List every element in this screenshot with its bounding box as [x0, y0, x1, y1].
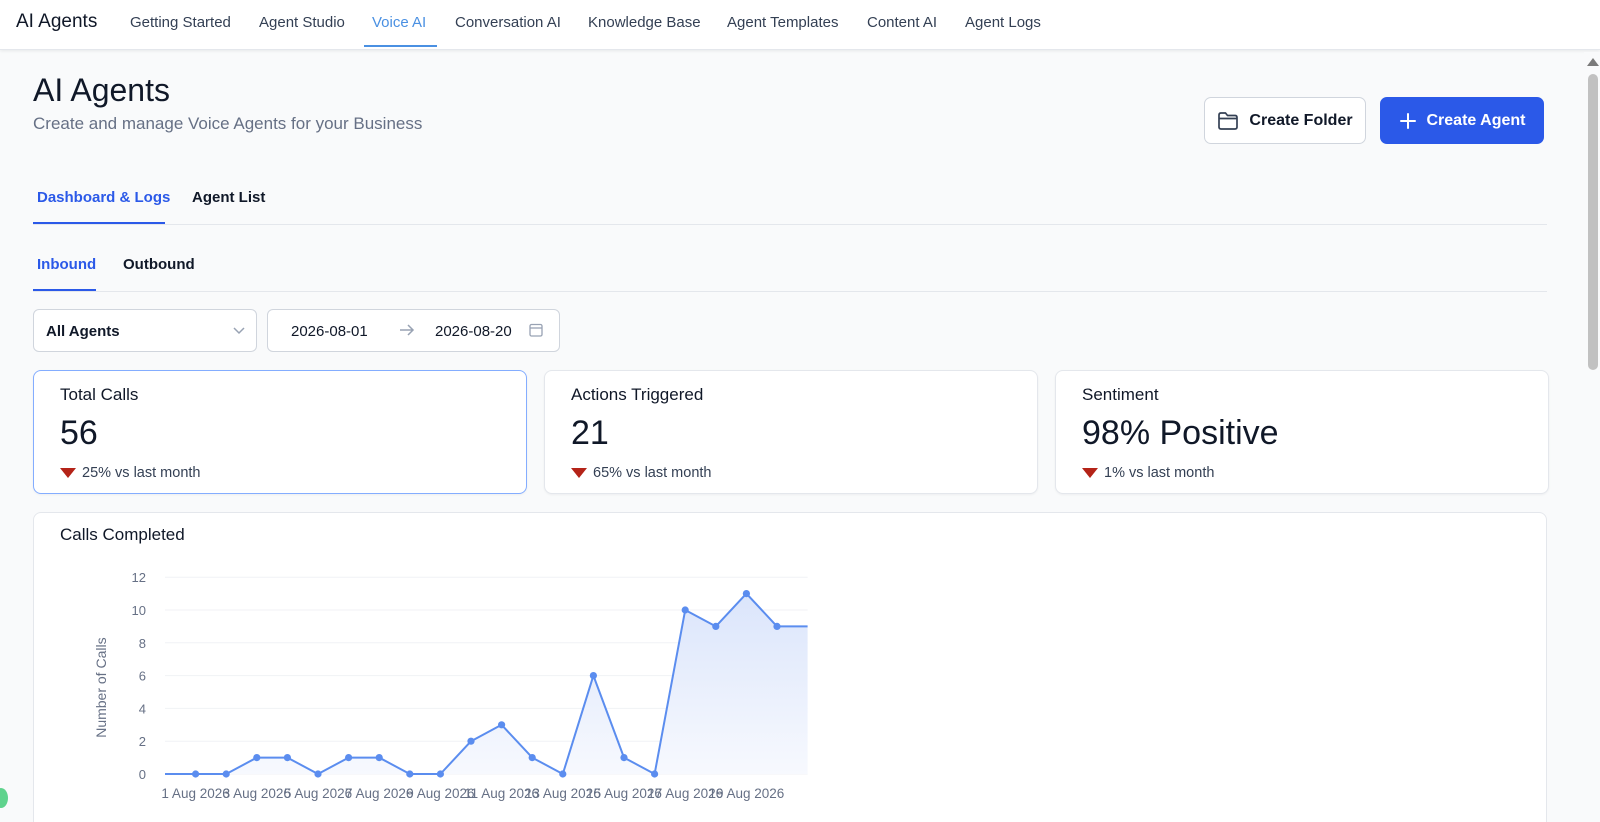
- create-folder-button[interactable]: Create Folder: [1204, 97, 1366, 144]
- top-nav: AI Agents Getting Started Agent Studio V…: [0, 0, 1600, 50]
- date-start[interactable]: 2026-08-01: [291, 323, 368, 340]
- nav-item-content-ai[interactable]: Content AI: [867, 14, 938, 31]
- create-agent-label: Create Agent: [1426, 111, 1526, 129]
- subtabs-divider: [33, 291, 1547, 292]
- trend-down-icon: [571, 468, 587, 478]
- data-point: [651, 770, 659, 778]
- arrow-right-icon: [399, 323, 415, 342]
- series-area: [165, 593, 808, 774]
- data-point: [620, 754, 628, 762]
- x-tick-label: 15 Aug 2026: [586, 786, 662, 801]
- stat-value: 21: [571, 414, 609, 452]
- stat-card-actions-triggered[interactable]: Actions Triggered 21 65% vs last month: [544, 370, 1038, 494]
- y-tick-label: 8: [139, 636, 146, 651]
- scrollbar-thumb[interactable]: [1588, 74, 1598, 370]
- data-point: [314, 770, 322, 778]
- tab-dashboard-logs[interactable]: Dashboard & Logs: [37, 189, 171, 206]
- y-tick-label: 2: [139, 734, 146, 749]
- data-point: [283, 754, 291, 762]
- x-tick-label: 1 Aug 2026: [161, 786, 229, 801]
- stat-delta-text: 25% vs last month: [82, 465, 201, 481]
- page-subtitle: Create and manage Voice Agents for your …: [33, 114, 423, 133]
- create-agent-button[interactable]: Create Agent: [1380, 97, 1544, 144]
- data-point: [345, 754, 353, 762]
- data-point: [681, 606, 689, 614]
- nav-item-getting-started[interactable]: Getting Started: [130, 14, 231, 31]
- x-tick-label: 17 Aug 2026: [647, 786, 723, 801]
- nav-item-conversation-ai[interactable]: Conversation AI: [455, 14, 561, 31]
- nav-active-indicator: [364, 45, 437, 47]
- stat-label: Total Calls: [60, 385, 139, 404]
- date-end[interactable]: 2026-08-20: [435, 323, 512, 340]
- chevron-down-icon: [232, 323, 246, 342]
- data-point: [467, 737, 475, 745]
- x-tick-label: 19 Aug 2026: [708, 786, 784, 801]
- stat-delta-text: 65% vs last month: [593, 465, 712, 481]
- stat-label: Actions Triggered: [571, 385, 704, 404]
- nav-item-agent-logs[interactable]: Agent Logs: [965, 14, 1041, 31]
- nav-item-agent-studio[interactable]: Agent Studio: [259, 14, 345, 31]
- agent-select[interactable]: All Agents: [33, 309, 257, 352]
- y-tick-label: 10: [132, 603, 146, 618]
- stat-delta: 65% vs last month: [571, 465, 711, 481]
- stat-delta-text: 1% vs last month: [1104, 465, 1215, 481]
- stat-value: 56: [60, 414, 98, 452]
- tab-agent-list[interactable]: Agent List: [192, 189, 266, 206]
- y-tick-label: 6: [139, 669, 146, 684]
- data-point: [222, 770, 230, 778]
- series-line: [165, 592, 808, 775]
- data-point: [742, 590, 751, 598]
- data-point: [559, 770, 567, 778]
- folder-icon: [1217, 111, 1239, 131]
- y-tick-label: 0: [139, 767, 146, 782]
- stat-delta: 1% vs last month: [1082, 465, 1214, 481]
- tab-dashboard-underline: [33, 222, 165, 224]
- tab-inbound-underline: [33, 289, 96, 291]
- data-point: [375, 754, 383, 762]
- y-axis-label: Number of Calls: [93, 637, 109, 737]
- x-tick-label: 5 Aug 2026: [284, 786, 352, 801]
- chart-title: Calls Completed: [60, 525, 185, 544]
- tab-inbound[interactable]: Inbound: [37, 256, 97, 273]
- status-indicator: [0, 788, 8, 808]
- tabs-divider: [33, 224, 1547, 225]
- data-point: [773, 622, 781, 630]
- data-point: [436, 770, 444, 778]
- x-tick-label: 13 Aug 2026: [525, 786, 601, 801]
- calls-completed-chart-card: Calls Completed 0 2 4 6 8 10 12 Number of Calls…: [33, 512, 1547, 822]
- nav-item-knowledge-base[interactable]: Knowledge Base: [588, 14, 701, 31]
- data-point: [712, 622, 720, 630]
- trend-down-icon: [60, 468, 76, 478]
- data-point: [406, 770, 414, 778]
- app-brand: AI Agents: [16, 11, 98, 32]
- stat-label: Sentiment: [1082, 385, 1159, 404]
- x-tick-label: 3 Aug 2026: [223, 786, 291, 801]
- data-point: [192, 770, 200, 778]
- x-tick-label: 11 Aug 2026: [464, 786, 539, 801]
- data-point: [589, 672, 598, 680]
- scroll-up-arrow-icon[interactable]: [1587, 58, 1599, 66]
- page-title: AI Agents: [33, 72, 170, 108]
- create-folder-label: Create Folder: [1249, 111, 1353, 129]
- stat-card-total-calls[interactable]: Total Calls 56 25% vs last month: [33, 370, 527, 494]
- plus-icon: [1399, 112, 1417, 130]
- nav-item-agent-templates[interactable]: Agent Templates: [727, 14, 839, 31]
- y-tick-label: 12: [132, 570, 146, 585]
- calendar-icon: [529, 323, 543, 342]
- y-tick-label: 4: [139, 701, 146, 716]
- data-point: [253, 754, 261, 762]
- stat-delta: 25% vs last month: [60, 465, 200, 481]
- data-point: [498, 721, 506, 729]
- stat-value: 98% Positive: [1082, 414, 1279, 452]
- agent-select-value: All Agents: [46, 323, 120, 340]
- stat-card-sentiment[interactable]: Sentiment 98% Positive 1% vs last month: [1055, 370, 1549, 494]
- nav-item-voice-ai[interactable]: Voice AI: [372, 14, 427, 31]
- data-point: [528, 754, 536, 762]
- x-tick-label: 9 Aug 2026: [406, 786, 474, 801]
- tab-outbound[interactable]: Outbound: [123, 256, 195, 273]
- date-range-picker[interactable]: 2026-08-01 2026-08-20: [267, 309, 560, 352]
- x-tick-label: 7 Aug 2026: [345, 786, 413, 801]
- trend-down-icon: [1082, 468, 1098, 478]
